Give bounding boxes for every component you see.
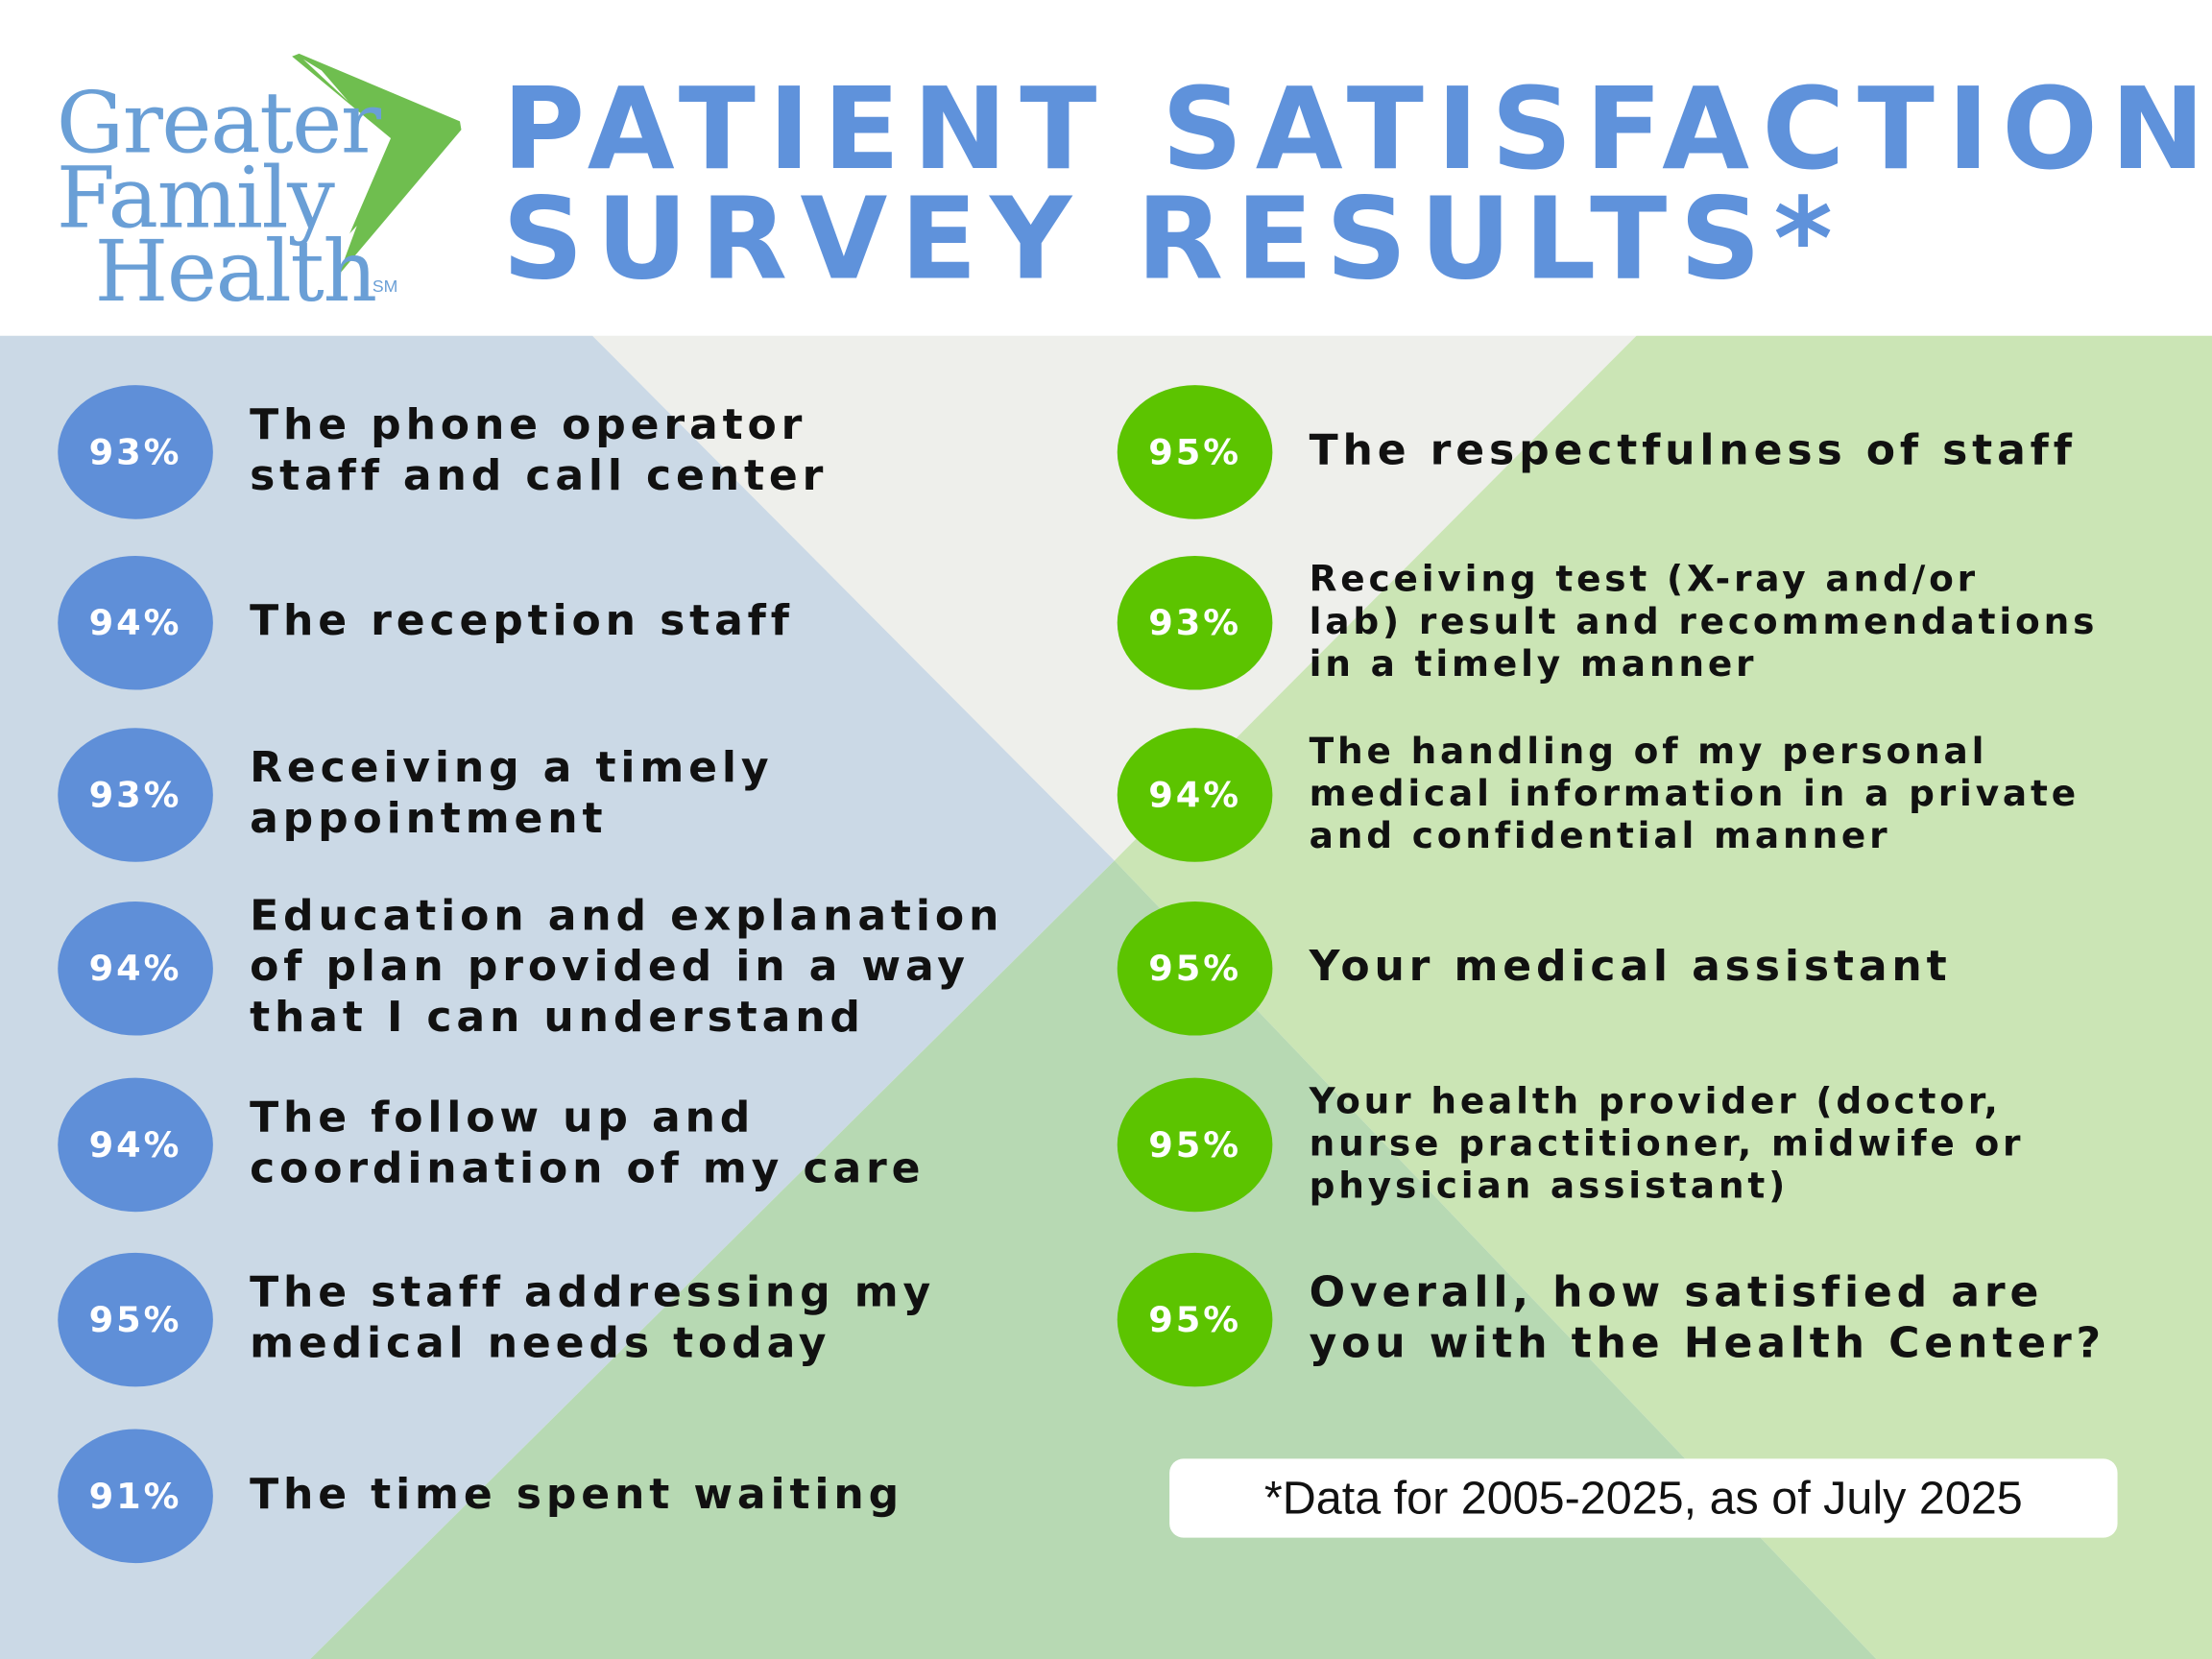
- service-mark: SM: [372, 276, 398, 297]
- percent-badge: 94%: [1117, 727, 1273, 862]
- percent-badge: 93%: [1117, 555, 1273, 689]
- result-item: 93% The phone operator staff and call cen…: [58, 384, 828, 519]
- result-item: 94% Education and explanation of plan pro…: [58, 892, 1003, 1043]
- logo-text-greater: Greater: [56, 74, 381, 174]
- result-label: The phone operator staff and call center: [250, 400, 829, 501]
- logo-text-family: Family: [56, 149, 335, 249]
- result-label: The reception staff: [250, 596, 794, 646]
- percent-badge: 95%: [1117, 1076, 1273, 1212]
- result-item: 95% Your health provider (doctor, nurse p…: [1117, 1076, 2025, 1212]
- result-item: 93% Receiving a timely appointment: [58, 727, 773, 862]
- result-item: 94% The handling of my personal medical i…: [1117, 727, 2080, 862]
- result-item: 91% The time spent waiting: [58, 1428, 903, 1563]
- result-item: 93% Receiving test (X-ray and/or lab) res…: [1117, 554, 2099, 689]
- percent-badge: 94%: [58, 555, 213, 689]
- result-label: Education and explanation of plan provid…: [250, 891, 1004, 1043]
- percent-badge: 93%: [58, 727, 213, 862]
- result-label: Your health provider (doctor, nurse prac…: [1309, 1080, 2025, 1208]
- result-label: Receiving a timely appointment: [250, 743, 774, 844]
- result-label: The follow up and coordination of my car…: [250, 1093, 926, 1194]
- gray-region: [592, 335, 1637, 861]
- page-title-line2: SURVEY RESULTS*: [502, 173, 1846, 305]
- result-label: Receiving test (X-ray and/or lab) result…: [1309, 558, 2099, 686]
- result-item: 95% The respectfulness of staff: [1117, 384, 2077, 519]
- light-green-region: [1114, 335, 2212, 1659]
- result-label: The handling of my personal medical info…: [1309, 731, 2080, 858]
- result-item: 94% The follow up and coordination of my …: [58, 1076, 925, 1212]
- result-item: 95% The staff addressing my medical needs…: [58, 1251, 935, 1386]
- percent-badge: 91%: [58, 1428, 213, 1563]
- percent-badge: 93%: [58, 384, 213, 519]
- page-title-line1: PATIENT SATISFACTION: [502, 63, 2212, 195]
- result-label: Your medical assistant: [1309, 942, 1952, 992]
- result-label: Overall, how satisfied are you with the …: [1309, 1267, 2105, 1369]
- result-item: 94% The reception staff: [58, 554, 793, 689]
- logo-text-health: Health: [94, 223, 377, 323]
- percent-badge: 94%: [58, 1076, 213, 1212]
- blue-region: [0, 335, 1115, 1659]
- result-label: The respectfulness of staff: [1309, 425, 2077, 476]
- percent-badge: 95%: [1117, 384, 1273, 519]
- percent-badge: 94%: [58, 901, 213, 1035]
- footnote: *Data for 2005-2025, as of July 2025: [1169, 1458, 2118, 1538]
- result-item: 95% Overall, how satisfied are you with t…: [1117, 1251, 2105, 1386]
- header-background: [0, 0, 2212, 336]
- percent-badge: 95%: [58, 1252, 213, 1386]
- result-label: The staff addressing my medical needs to…: [250, 1267, 936, 1369]
- percent-badge: 95%: [1117, 901, 1273, 1035]
- percent-badge: 95%: [1117, 1252, 1273, 1386]
- result-label: The time spent waiting: [250, 1470, 904, 1520]
- result-item: 95% Your medical assistant: [1117, 900, 1952, 1035]
- logo-chevron-icon: [292, 53, 462, 276]
